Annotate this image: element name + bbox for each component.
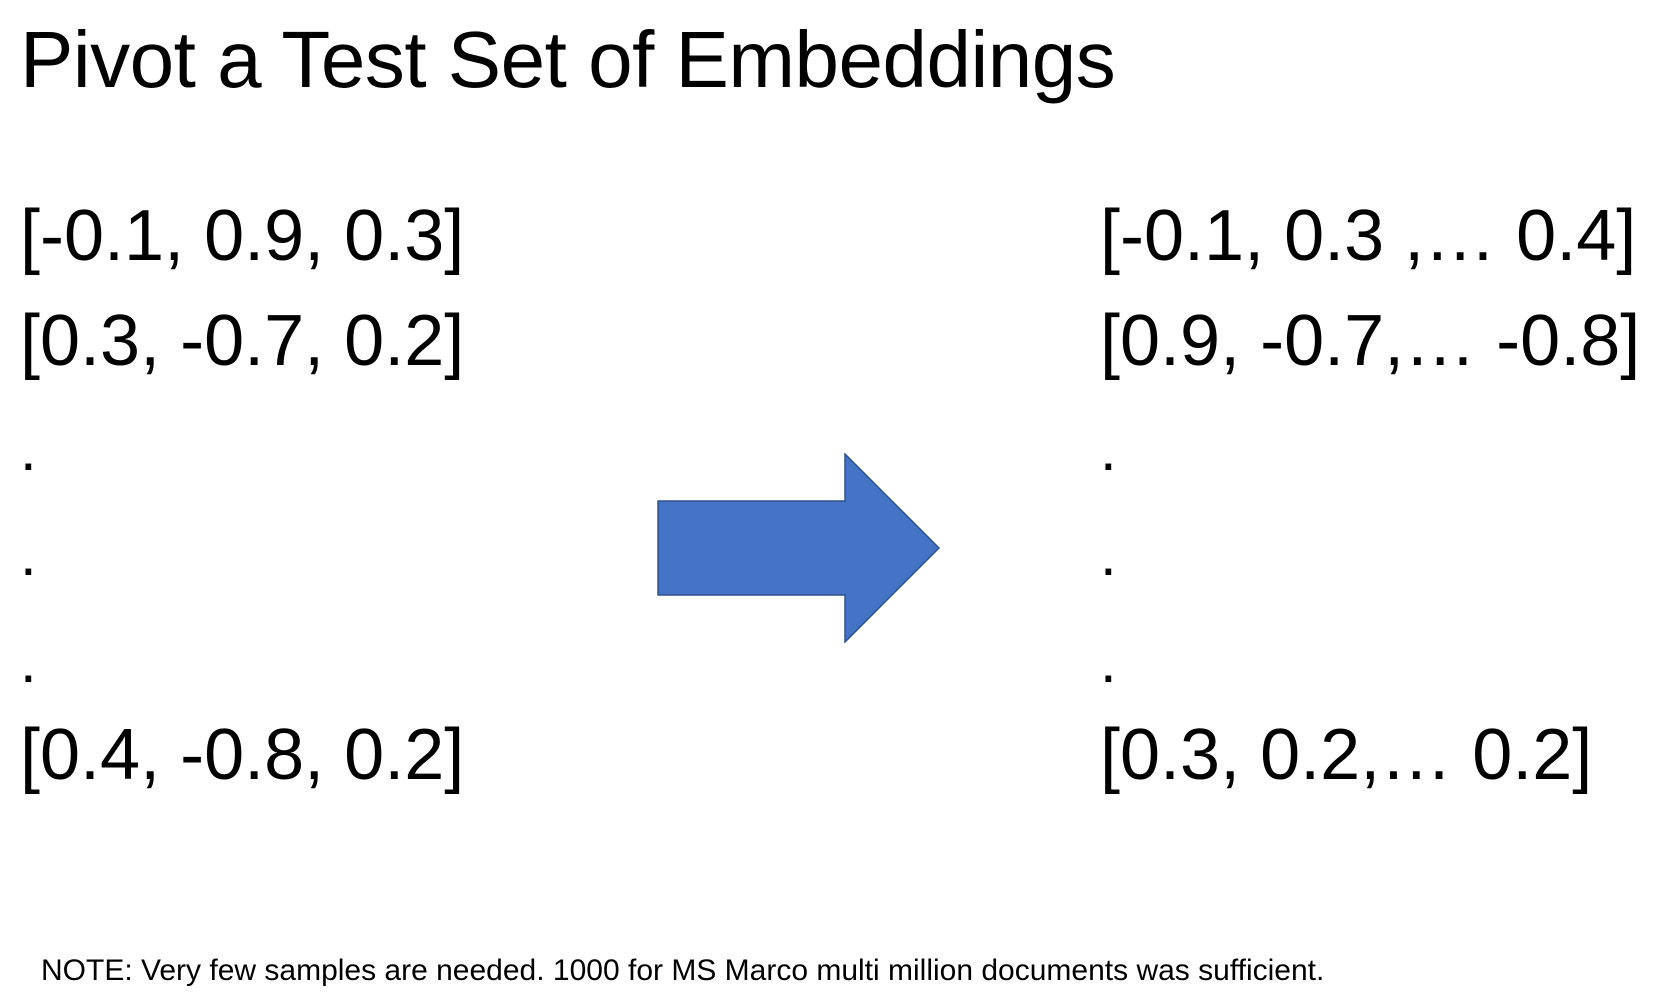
- left-row-2: [0.3, -0.7, 0.2]: [20, 301, 465, 381]
- right-row-last: [0.3, 0.2,… 0.2]: [1100, 715, 1593, 795]
- arrow-shape: [657, 453, 941, 643]
- slide-title: Pivot a Test Set of Embeddings: [20, 15, 1116, 104]
- right-ellipsis-dot-2: .: [1100, 521, 1117, 588]
- left-row-last: [0.4, -0.8, 0.2]: [20, 715, 465, 795]
- left-ellipsis-dot-3: .: [20, 628, 37, 695]
- right-arrow-icon: [657, 453, 941, 643]
- right-row-1: [-0.1, 0.3 ,… 0.4]: [1100, 196, 1637, 276]
- footnote: NOTE: Very few samples are needed. 1000 …: [41, 954, 1325, 987]
- right-ellipsis-dot-1: .: [1100, 416, 1117, 483]
- left-row-1: [-0.1, 0.9, 0.3]: [20, 196, 465, 276]
- right-row-2: [0.9, -0.7,… -0.8]: [1100, 301, 1641, 381]
- left-ellipsis-dot-1: .: [20, 416, 37, 483]
- left-ellipsis-dot-2: .: [20, 521, 37, 588]
- right-ellipsis-dot-3: .: [1100, 628, 1117, 695]
